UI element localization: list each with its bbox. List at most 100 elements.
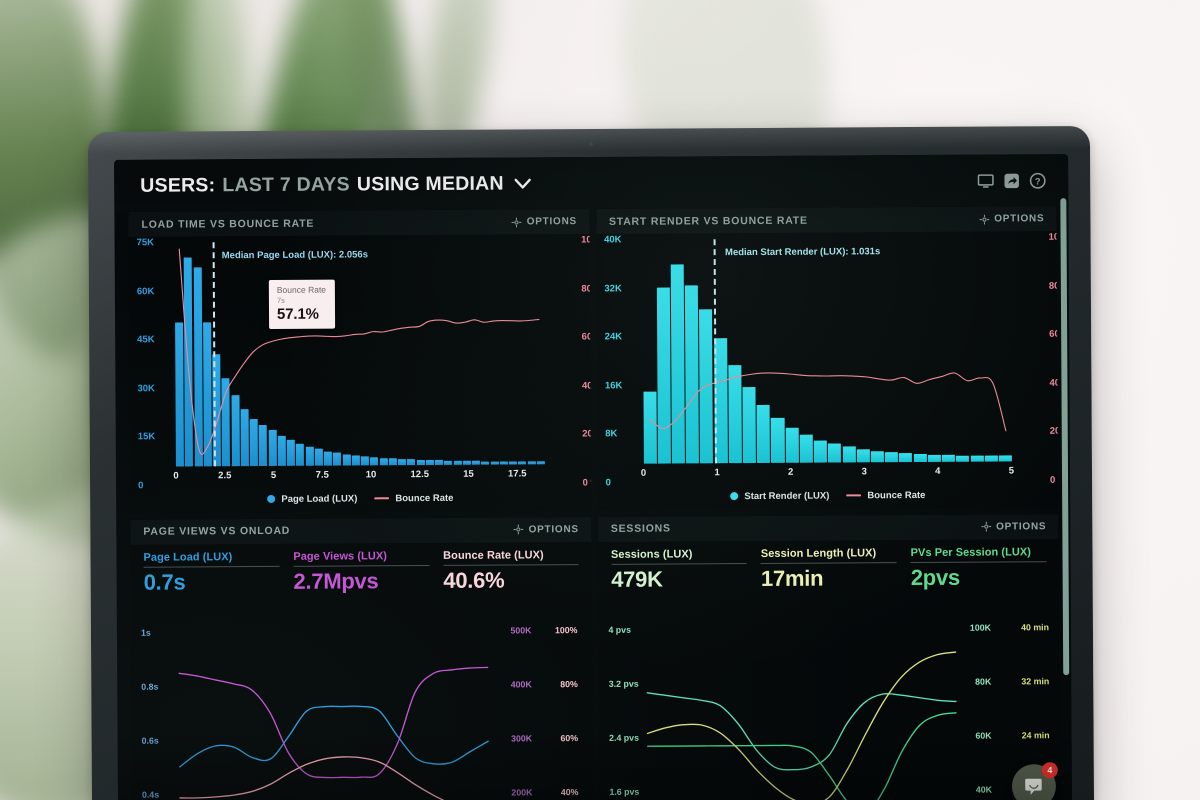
mini-axis-ticks: 4 pvs 100K 40 min 3.2 pvs 80K 32 min 2.4 pvs 60… xyxy=(598,615,1058,797)
line-series-path xyxy=(647,690,956,770)
chat-unread-badge: 4 xyxy=(1041,762,1058,779)
options-button[interactable]: OPTIONS xyxy=(979,213,1045,225)
title-users: USERS: xyxy=(140,173,216,197)
chat-widget-button[interactable]: 4 xyxy=(1011,762,1058,800)
y-tick-left: 0.8s xyxy=(141,681,159,692)
webcam-icon xyxy=(588,141,593,147)
stat-label: Session Length (LUX) xyxy=(760,546,877,560)
y-tick-mid: 60K xyxy=(975,730,992,741)
page-title[interactable]: USERS: LAST 7 DAYS USING MEDIAN xyxy=(140,172,531,197)
mini-chart: 4 pvs 100K 40 min 3.2 pvs 80K 32 min 2.4 pvs 60… xyxy=(598,615,1060,800)
options-button[interactable]: OPTIONS xyxy=(511,216,577,227)
y-tick-left: 4 pvs xyxy=(608,624,631,635)
legend-item[interactable]: Bounce Rate xyxy=(846,489,926,501)
gear-icon xyxy=(979,214,990,225)
stat-divider xyxy=(760,561,897,564)
stat-label: Page Views (LUX) xyxy=(293,549,387,563)
line-series xyxy=(646,619,956,800)
chart-tooltip: Bounce Rate 7s 57.1% xyxy=(268,279,336,330)
x-tick: 10 xyxy=(365,468,377,480)
x-tick: 4 xyxy=(935,465,941,477)
y-tick-right: 60% xyxy=(560,732,579,743)
stat-divider xyxy=(611,562,747,565)
gear-icon xyxy=(511,216,522,227)
chart-legend: Start Render (LUX) Bounce Rate xyxy=(598,489,1059,503)
title-range: LAST 7 DAYS xyxy=(222,172,350,196)
stat-value: 2.7Mpvs xyxy=(293,567,379,594)
panel-header: LOAD TIME VS BOUNCE RATE OPTIONS xyxy=(128,209,590,237)
panel-header: START RENDER VS BOUNCE RATE OPTI xyxy=(595,206,1057,234)
stat-label: PVs Per Session (LUX) xyxy=(910,545,1032,559)
svg-text:?: ? xyxy=(1035,176,1041,186)
y-tick-right: 100 % xyxy=(581,234,591,246)
mini-axis-ticks: 1s 500K 100% 0.8s 400K 80% 0.6s 300K 60% 0.4s 200K… xyxy=(131,618,591,800)
median-annotation: Median Start Render (LUX): 1.031s xyxy=(724,246,881,259)
y-tick-mid: 100K xyxy=(969,622,991,633)
legend-line-icon xyxy=(846,494,862,497)
options-button[interactable]: OPTIONS xyxy=(981,521,1046,532)
legend-item[interactable]: Page Load (LUX) xyxy=(267,493,357,505)
help-icon[interactable]: ? xyxy=(1029,172,1046,189)
plot-area xyxy=(179,622,489,800)
line-series-overlay xyxy=(642,237,1012,463)
plot-area xyxy=(175,240,545,467)
x-tick: 2.5 xyxy=(218,469,232,481)
y-tick-right: 40 % xyxy=(581,380,591,392)
x-tick: 5 xyxy=(1008,464,1015,476)
app-header: USERS: LAST 7 DAYS USING MEDIAN xyxy=(114,154,1069,212)
y-tick-right: 60 % xyxy=(581,331,591,343)
stat-card[interactable]: Page Load (LUX) 0.7s xyxy=(143,550,280,595)
stat-card[interactable]: PVs Per Session (LUX) 2pvs xyxy=(910,545,1047,590)
legend-dot-icon xyxy=(730,492,739,501)
y-tick-right: 60 % xyxy=(1049,328,1059,340)
options-label: OPTIONS xyxy=(994,213,1045,225)
stat-card[interactable]: Bounce Rate (LUX) 40.6% xyxy=(443,549,580,593)
x-axis: 0 1 2 3 4 5 xyxy=(597,465,1058,480)
y-tick-right: 40 min xyxy=(1021,621,1049,632)
x-axis: 0 2.5 5 7.5 10 12.5 15 17.5 xyxy=(130,468,591,483)
stat-card[interactable]: Page Views (LUX) 2.7Mpvs xyxy=(293,549,430,594)
legend-item[interactable]: Bounce Rate xyxy=(374,492,454,504)
monitor-icon[interactable] xyxy=(977,172,994,189)
stat-divider xyxy=(293,564,430,567)
stat-card[interactable]: Sessions (LUX) 479K xyxy=(611,548,747,591)
stat-value: 40.6% xyxy=(443,567,505,593)
stat-label: Page Load (LUX) xyxy=(143,550,233,564)
options-button[interactable]: OPTIONS xyxy=(513,524,579,535)
x-tick: 0 xyxy=(640,467,647,479)
panel-header: PAGE VIEWS VS ONLOAD OPTIONS xyxy=(130,516,591,545)
y-tick-mid: 300K xyxy=(511,732,533,743)
panel-page-views-vs-onload: PAGE VIEWS VS ONLOAD OPTIONS xyxy=(130,516,593,800)
stat-card[interactable]: Session Length (LUX) 17min xyxy=(761,547,897,590)
y-tick-left: 15K xyxy=(137,431,156,443)
legend-label: Page Load (LUX) xyxy=(281,492,358,505)
legend-label: Bounce Rate xyxy=(867,489,926,501)
legend-label: Bounce Rate xyxy=(395,492,454,504)
gear-icon xyxy=(513,524,524,535)
mini-chart: 1s 500K 100% 0.8s 400K 80% 0.6s 300K 60% 0.4s 200K… xyxy=(131,618,593,800)
stat-value: 0.7s xyxy=(143,568,186,595)
y-tick-right: 40% xyxy=(560,786,579,797)
y-tick-left: 32K xyxy=(604,282,622,295)
stat-divider xyxy=(443,563,580,566)
y-tick-left: 60K xyxy=(136,285,155,297)
y-tick-right: 100% xyxy=(554,624,578,635)
line-series-overlay xyxy=(175,240,545,466)
stat-value: 17min xyxy=(760,565,824,591)
y-tick-mid: 40K xyxy=(975,784,992,795)
y-tick-left: 1s xyxy=(140,627,151,638)
stat-value: 2pvs xyxy=(910,564,960,590)
y-tick-mid: 400K xyxy=(510,678,532,689)
chart-legend: Page Load (LUX) Bounce Rate xyxy=(130,492,591,506)
legend-dot-icon xyxy=(267,494,276,503)
line-series-path xyxy=(179,705,488,767)
legend-label: Start Render (LUX) xyxy=(744,490,830,502)
x-tick: 0 xyxy=(173,470,179,482)
legend-item[interactable]: Start Render (LUX) xyxy=(730,490,829,502)
options-label: OPTIONS xyxy=(996,520,1047,533)
panel-sessions: SESSIONS OPTIONS xyxy=(597,513,1061,800)
share-icon[interactable] xyxy=(1003,172,1020,189)
chevron-down-icon[interactable] xyxy=(514,178,531,189)
y-tick-left: 3.2 pvs xyxy=(608,678,639,689)
